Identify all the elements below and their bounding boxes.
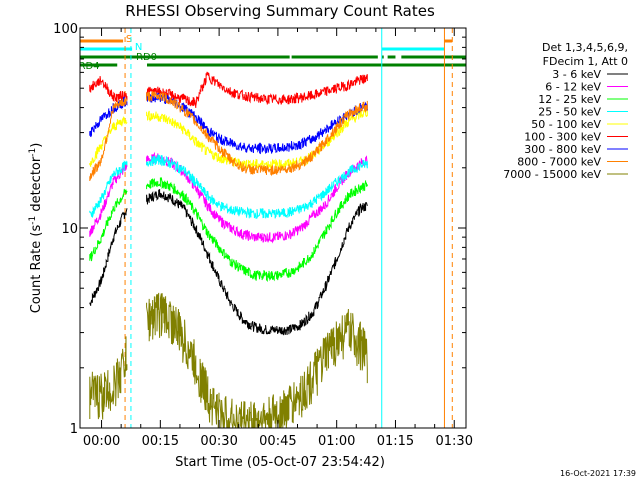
legend-entry-label: 25 - 50 keV	[538, 106, 601, 119]
x-tick-label: 01:30	[436, 434, 473, 449]
y-tick-label: 1	[70, 422, 78, 437]
y-axis-label-sup2: -1	[28, 148, 38, 157]
legend-entry-label: 300 - 800 keV	[524, 143, 601, 156]
legend-entry-label: 6 - 12 keV	[545, 81, 601, 94]
mode-band-label-rd4: RD4	[79, 61, 100, 72]
mode-band-label-s: S	[126, 34, 132, 45]
x-tick-label: 01:00	[318, 434, 355, 449]
series-line-2-segment-0	[89, 188, 128, 262]
legend: Det 1,3,4,5,6,9,FDecim 1, Att 03 - 6 keV…	[503, 41, 628, 181]
axes: 1 10 100 00:00 00:15 00:30 00:45 01:00 01:15 01:3…	[53, 22, 473, 449]
series-line-6-segment-0	[89, 96, 128, 138]
series-line-7-segment-1	[146, 90, 368, 177]
series-line-6-segment-1	[146, 92, 368, 155]
legend-entry-label: 7000 - 15000 keV	[503, 168, 601, 181]
y-tick-label: 100	[53, 22, 78, 37]
y-axis-label-sup1: -1	[28, 216, 38, 225]
y-axis-label-mid: detector	[29, 156, 44, 216]
legend-header-detectors: Det 1,3,4,5,6,9,	[542, 41, 628, 54]
legend-entry-label: 800 - 7000 keV	[517, 156, 601, 169]
x-tick-label: 00:00	[83, 434, 120, 449]
series-line-2-segment-1	[146, 177, 368, 283]
series-line-8-segment-1	[146, 292, 368, 429]
y-axis-label: Count Rate (s-1 detector-1)	[28, 143, 44, 314]
x-tick-label: 00:15	[142, 434, 179, 449]
generated-timestamp: 16-Oct-2021 17:39	[560, 469, 636, 478]
mode-band-label-rd0: RD0	[136, 52, 157, 63]
series-line-3-segment-1	[146, 154, 368, 219]
series-line-1-segment-1	[146, 151, 368, 244]
x-tick-label: 00:45	[259, 434, 296, 449]
legend-entry-label: 50 - 100 keV	[531, 118, 601, 131]
series-line-0-segment-0	[89, 208, 128, 306]
series-line-4-segment-1	[146, 108, 368, 171]
series-line-5-segment-1	[146, 71, 368, 108]
series-line-5-segment-0	[89, 75, 128, 103]
y-tick-label: 10	[61, 222, 78, 237]
legend-entry-label: 12 - 25 keV	[538, 93, 601, 106]
x-tick-label: 01:15	[377, 434, 414, 449]
x-tick-label: 00:30	[200, 434, 237, 449]
series-line-3-segment-0	[89, 160, 128, 218]
legend-header-attenuator: FDecim 1, Att 0	[543, 55, 628, 68]
series-line-8-segment-0	[89, 336, 128, 420]
series-line-0-segment-1	[146, 188, 368, 336]
chart-title: RHESSI Observing Summary Count Rates	[125, 2, 435, 20]
series-line-4-segment-0	[89, 115, 128, 167]
x-axis-label: Start Time (05-Oct-07 23:54:42)	[175, 455, 385, 470]
mode-band-label-n: N	[135, 42, 142, 53]
y-axis-label-end: )	[29, 143, 44, 148]
legend-entry-label: 100 - 300 keV	[524, 131, 601, 144]
legend-entry-label: 3 - 6 keV	[552, 68, 601, 81]
y-axis-label-main: Count Rate (s	[29, 225, 44, 314]
series-line-7-segment-0	[89, 97, 128, 182]
